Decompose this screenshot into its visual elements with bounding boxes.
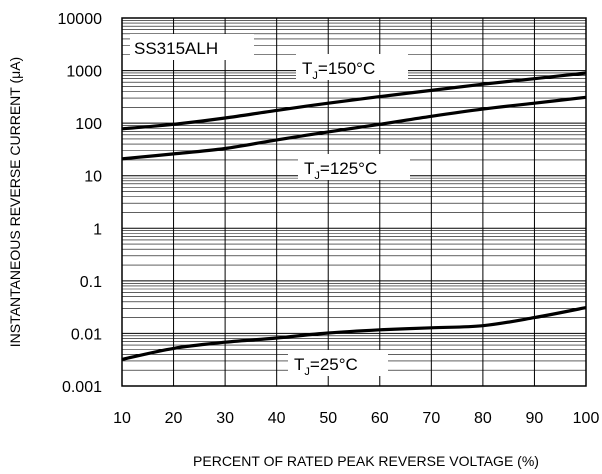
series-label-150: TJ=150°C (296, 54, 408, 82)
y-tick-label: 0.01 (71, 326, 102, 343)
series-line-2 (121, 306, 587, 361)
series-label-text: TJ=125°C (304, 159, 377, 182)
y-tick-label: 1000 (66, 64, 102, 81)
x-tick-label: 50 (319, 410, 337, 427)
part-label: SS315ALH (134, 39, 218, 58)
y-tick-label: 0.1 (80, 274, 102, 291)
x-tick-label: 100 (573, 410, 600, 427)
y-tick-label: 10 (84, 169, 102, 186)
series-label-box (288, 350, 388, 376)
y-tick-label: 10000 (58, 11, 103, 28)
series-label-box (296, 54, 408, 80)
y-tick-label: 1 (93, 221, 102, 238)
tick-labels: 10 20 30 40 50 60 70 80 90 100 0.001 0.01 0.1 1 10 100 1… (58, 11, 600, 427)
plot-frame (121, 17, 587, 387)
curves (121, 71, 587, 361)
series-line-1 (121, 95, 587, 161)
x-axis-label: PERCENT OF RATED PEAK REVERSE VOLTAGE (%… (193, 453, 539, 469)
series-label-125: TJ=125°C (298, 154, 410, 182)
series-label-text: TJ=150°C (302, 59, 375, 82)
series-label-box (298, 154, 410, 180)
series-label-text: TJ=25°C (294, 355, 358, 378)
x-tick-label: 20 (165, 410, 183, 427)
part-label-box (130, 34, 254, 60)
y-axis-label: INSTANTANEOUS REVERSE CURRENT (μA) (7, 57, 23, 347)
x-tick-label: 90 (526, 410, 544, 427)
x-tick-label: 10 (113, 410, 131, 427)
x-tick-label: 60 (371, 410, 389, 427)
series-line-0 (121, 71, 587, 131)
x-tick-label: 30 (216, 410, 234, 427)
y-tick-label: 0.001 (62, 379, 102, 396)
x-tick-label: 70 (422, 410, 440, 427)
x-tick-label: 80 (474, 410, 492, 427)
series-label-25: TJ=25°C (288, 350, 388, 378)
y-tick-label: 100 (75, 116, 102, 133)
x-tick-label: 40 (268, 410, 286, 427)
